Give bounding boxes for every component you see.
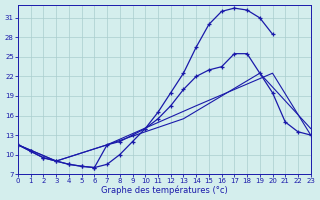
X-axis label: Graphe des températures (°c): Graphe des températures (°c) bbox=[101, 186, 228, 195]
